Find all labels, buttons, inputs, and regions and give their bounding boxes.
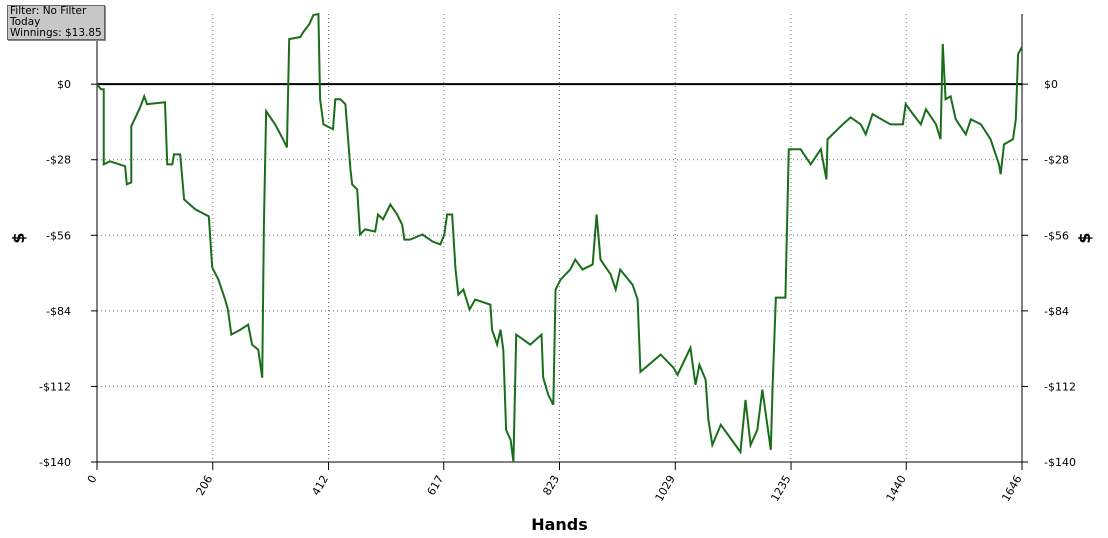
winnings-line: [96, 12, 1023, 463]
y2-axis-label: $: [1075, 232, 1094, 243]
y-axis-label: $: [9, 232, 28, 243]
y-tick-label: -$28: [46, 154, 71, 167]
y-tick-label: $0: [57, 78, 71, 91]
info-filter: Filter: No Filter: [10, 5, 87, 17]
y-tick-label: -$56: [46, 229, 71, 242]
info-period: Today: [10, 16, 41, 28]
info-winnings: Winnings: $13.85: [10, 27, 102, 39]
y2-tick-label: -$112: [1044, 380, 1076, 393]
x-tick-label: 617: [425, 473, 447, 498]
x-axis-label: Hands: [531, 515, 588, 534]
y-tick-label: -$112: [39, 380, 71, 393]
info-box: Filter: No Filter Today Winnings: $13.85: [7, 5, 105, 40]
y2-tick-label: $0: [1044, 78, 1058, 91]
x-tick-label: 1235: [768, 473, 793, 504]
x-tick-label: 0: [85, 473, 100, 486]
y2-tick-label: -$28: [1044, 154, 1069, 167]
y2-tick-label: -$56: [1044, 229, 1069, 242]
x-tick-label: 823: [540, 473, 562, 498]
x-tick-label: 206: [194, 473, 216, 498]
y2-tick-label: -$140: [1044, 456, 1076, 469]
x-tick-label: 1646: [999, 473, 1024, 504]
y-tick-label: -$140: [39, 456, 71, 469]
y2-tick-label: -$84: [1044, 305, 1069, 318]
x-tick-label: 1440: [884, 473, 909, 504]
x-tick-label: 1029: [653, 473, 678, 504]
x-tick-label: 412: [309, 473, 331, 498]
y-tick-label: -$84: [46, 305, 71, 318]
